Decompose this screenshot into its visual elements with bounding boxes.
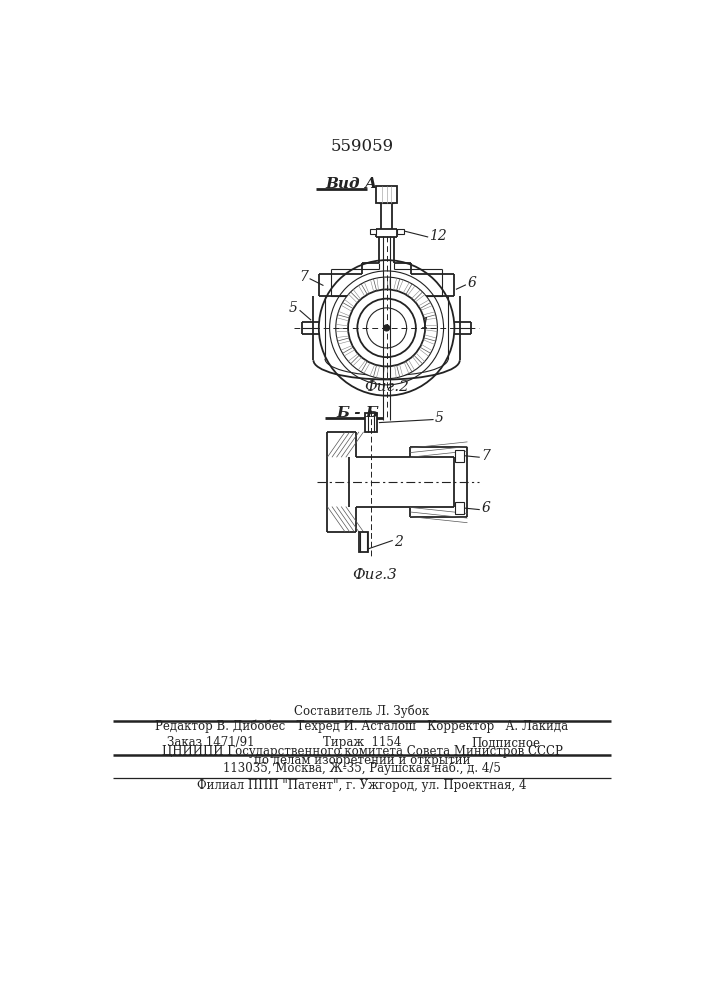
Bar (370, 229, 376, 234)
Circle shape (336, 277, 438, 379)
Text: 7: 7 (299, 270, 308, 284)
Text: 5: 5 (435, 411, 444, 425)
Bar (376, 186, 397, 203)
Bar (365, 413, 378, 432)
Text: Б - Б: Б - Б (337, 406, 380, 420)
Text: Составитель Л. Зубок: Составитель Л. Зубок (294, 705, 430, 718)
Text: 6: 6 (481, 501, 490, 515)
Text: Заказ 1471/91: Заказ 1471/91 (167, 736, 255, 749)
Text: ЦНИИПИ Государственного комитета Совета Министров СССР: ЦНИИПИ Государственного комитета Совета … (161, 745, 562, 758)
Text: 7: 7 (481, 449, 490, 463)
Bar (455, 450, 464, 462)
Text: 2: 2 (395, 535, 403, 549)
Text: 6: 6 (467, 276, 477, 290)
Text: 5: 5 (289, 301, 298, 315)
Circle shape (348, 289, 425, 366)
Circle shape (383, 325, 390, 331)
Circle shape (366, 308, 407, 348)
Text: 113035, Москва, Ж-35, Раушская наб., д. 4/5: 113035, Москва, Ж-35, Раушская наб., д. … (223, 762, 501, 775)
Text: Фиг.2: Фиг.2 (364, 380, 409, 394)
Text: по делам изобретений и открытий: по делам изобретений и открытий (254, 753, 470, 767)
Text: Подписное: Подписное (472, 736, 540, 749)
Bar (455, 502, 464, 514)
Text: 1: 1 (421, 317, 429, 331)
Circle shape (357, 299, 416, 357)
Text: Тираж  1154: Тираж 1154 (323, 736, 401, 749)
Text: Редактор В. Дибобес   Техред И. Асталош   Корректор   А. Лакида: Редактор В. Дибобес Техред И. Асталош Ко… (156, 720, 568, 733)
Text: 559059: 559059 (330, 138, 394, 155)
Text: Филиал ППП "Патент", г. Ужгород, ул. Проектная, 4: Филиал ППП "Патент", г. Ужгород, ул. Про… (197, 779, 527, 792)
Text: 12: 12 (429, 229, 447, 242)
Circle shape (319, 260, 455, 396)
Circle shape (329, 271, 443, 385)
Text: Фиг.3: Фиг.3 (353, 568, 397, 582)
Bar (397, 229, 404, 234)
Text: Вид А: Вид А (325, 177, 378, 191)
Bar (359, 532, 368, 552)
